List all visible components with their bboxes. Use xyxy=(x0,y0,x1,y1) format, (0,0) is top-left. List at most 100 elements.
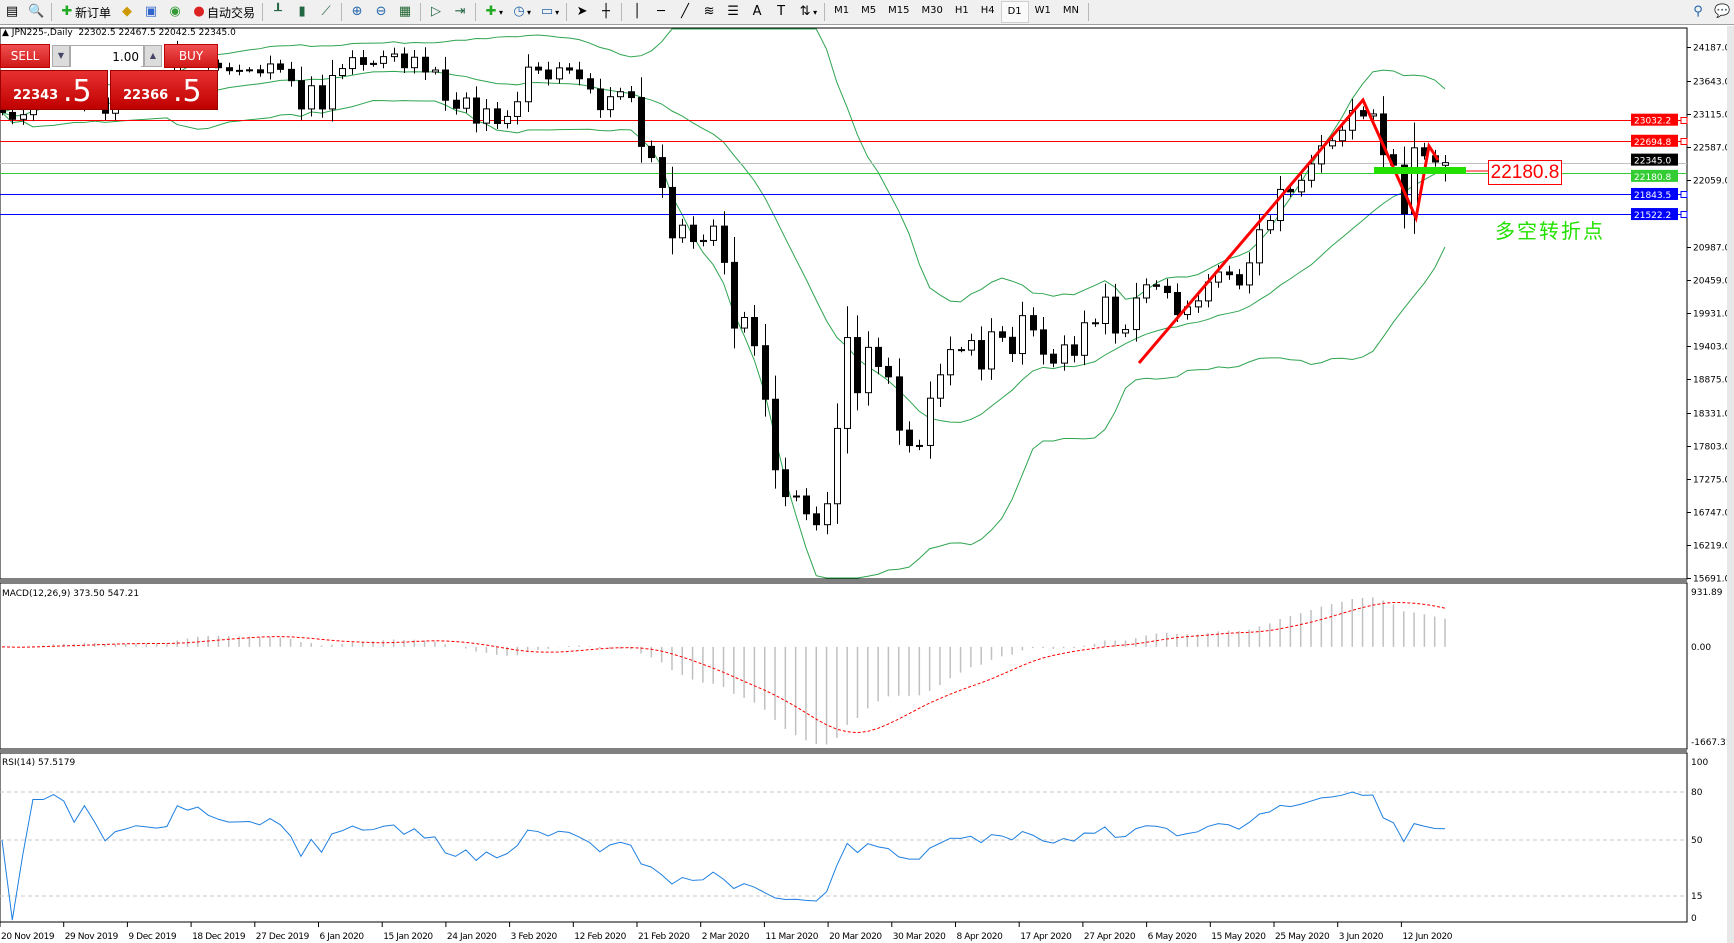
date-label: 25 May 2020 xyxy=(1275,932,1330,942)
fibo-retracement-tool[interactable]: ☰ xyxy=(727,4,739,19)
toolbar-divider xyxy=(51,3,52,21)
crosshair-tool[interactable]: ┼ xyxy=(602,4,610,19)
signals-button[interactable]: ◉ xyxy=(169,4,181,19)
text-label-tool[interactable]: T xyxy=(777,4,786,19)
zoom-window-icon[interactable]: 🔍 xyxy=(28,4,45,19)
buy-button[interactable]: BUY xyxy=(164,44,218,68)
timeframe-h1[interactable]: H1 xyxy=(954,5,969,16)
price-tick-label: 22059.0 xyxy=(1693,177,1730,187)
candlestick-chart-button[interactable]: ▮ xyxy=(298,4,306,19)
candle xyxy=(885,357,892,384)
candle xyxy=(648,140,655,163)
candle xyxy=(947,336,954,386)
date-label: 9 Dec 2019 xyxy=(128,932,176,942)
macd-tick-label: 0.00 xyxy=(1691,643,1711,653)
bollinger-middle xyxy=(1,70,1446,423)
templates-button[interactable]: ▭ ▾ xyxy=(540,4,560,19)
rsi-tick-label: 100 xyxy=(1691,758,1708,768)
timeframe-w1[interactable]: W1 xyxy=(1034,5,1051,16)
text-tool[interactable]: A xyxy=(752,4,762,19)
timeframe-mn[interactable]: MN xyxy=(1062,5,1080,16)
candle-body xyxy=(947,349,954,376)
candle-body xyxy=(525,66,532,103)
candle-body xyxy=(1081,322,1088,356)
candle xyxy=(844,306,851,454)
bar-chart-button[interactable]: ┸ xyxy=(274,4,282,19)
macd-tick-label: -1667.31 xyxy=(1691,738,1731,748)
candle-body xyxy=(1298,179,1305,193)
line-chart-button[interactable]: ⟋ xyxy=(321,4,331,19)
date-label: 3 Feb 2020 xyxy=(511,932,558,942)
candle-body xyxy=(690,224,697,243)
candle-body xyxy=(721,225,728,263)
toolbar-divider xyxy=(824,3,826,21)
lot-increase-button[interactable]: ▲ xyxy=(144,45,162,67)
arrows-tool[interactable]: ⇅ ▾ xyxy=(799,4,818,19)
candle-body xyxy=(298,80,305,110)
candle xyxy=(916,439,923,451)
candle-body xyxy=(226,67,233,72)
candle-body xyxy=(267,63,274,74)
candle xyxy=(1122,324,1129,338)
candle-body xyxy=(339,68,346,76)
tile-windows-button[interactable]: ▦ xyxy=(398,4,412,19)
lot-size-input[interactable] xyxy=(71,47,141,67)
sell-price-button[interactable]: 22343 .5 xyxy=(0,70,108,110)
level-marker xyxy=(1680,117,1688,124)
chat-icon[interactable]: 💬 xyxy=(1714,4,1731,19)
cursor-tool[interactable]: ➤ xyxy=(576,4,588,19)
timeframe-m1[interactable]: M1 xyxy=(834,5,850,16)
candle xyxy=(1256,214,1263,276)
vertical-line-tool[interactable]: │ xyxy=(633,4,641,19)
candle xyxy=(834,403,841,524)
turning-point-annotation[interactable]: 多空转折点 xyxy=(1495,219,1605,243)
date-label: 3 Jun 2020 xyxy=(1339,932,1384,942)
buy-price-button[interactable]: 22366 .5 xyxy=(110,70,218,110)
candle xyxy=(690,216,697,249)
price-tick-label: 24187.0 xyxy=(1693,44,1730,54)
indicators-button[interactable]: ✚ ▾ xyxy=(485,4,504,19)
candle-body xyxy=(566,67,573,71)
fibonacci-tool[interactable]: ≋ xyxy=(703,4,715,19)
metaeditor-button[interactable]: ◆ xyxy=(122,4,133,19)
chart-window-icon[interactable]: ▤ xyxy=(5,4,19,19)
macd-tick-label: 931.89 xyxy=(1691,588,1723,598)
trendline-tool[interactable]: ╱ xyxy=(681,4,689,19)
candle-body xyxy=(782,469,789,498)
horizontal-line-tool[interactable]: ─ xyxy=(657,4,665,19)
autoscroll-button[interactable]: ▷ xyxy=(431,4,442,19)
timeframe-d1[interactable]: D1 xyxy=(1000,1,1029,23)
date-label: 27 Apr 2020 xyxy=(1084,932,1136,942)
timeframe-h4[interactable]: H4 xyxy=(980,5,995,16)
chart-shift-button[interactable]: ⇥ xyxy=(454,4,466,19)
candle-body xyxy=(896,376,903,431)
candle-body xyxy=(288,68,295,82)
toolbar-divider xyxy=(1088,3,1090,21)
right-scroll-strip[interactable] xyxy=(1727,26,1734,943)
candle xyxy=(1226,265,1233,280)
periods-button[interactable]: ◷ ▾ xyxy=(513,4,532,19)
navigator-button[interactable]: ▣ xyxy=(144,4,158,19)
candle xyxy=(349,50,356,75)
search-icon[interactable]: ⚲ xyxy=(1693,4,1703,19)
candle-body xyxy=(277,63,284,70)
timeframe-m5[interactable]: M5 xyxy=(861,5,877,16)
candle-body xyxy=(1360,110,1367,117)
lot-decrease-button[interactable]: ▼ xyxy=(52,45,70,67)
timeframe-m30[interactable]: M30 xyxy=(921,5,943,16)
candle-body xyxy=(597,88,604,111)
auto-trading-button[interactable]: ● 自动交易 xyxy=(187,1,259,23)
zoom-out-button[interactable]: ⊖ xyxy=(375,4,387,19)
new-order-button[interactable]: ✚ 新订单 xyxy=(55,1,115,23)
candle xyxy=(267,55,274,80)
zoom-in-button[interactable]: ⊕ xyxy=(351,4,363,19)
timeframe-m15[interactable]: M15 xyxy=(888,5,910,16)
sell-button[interactable]: SELL xyxy=(0,44,50,68)
candle xyxy=(669,166,676,255)
candle xyxy=(1174,283,1181,322)
candle-body xyxy=(319,85,326,110)
level-annotation-box[interactable]: 22180.8 xyxy=(1488,160,1562,185)
candle-body xyxy=(978,340,985,370)
new-order-label: 新订单 xyxy=(75,5,112,20)
